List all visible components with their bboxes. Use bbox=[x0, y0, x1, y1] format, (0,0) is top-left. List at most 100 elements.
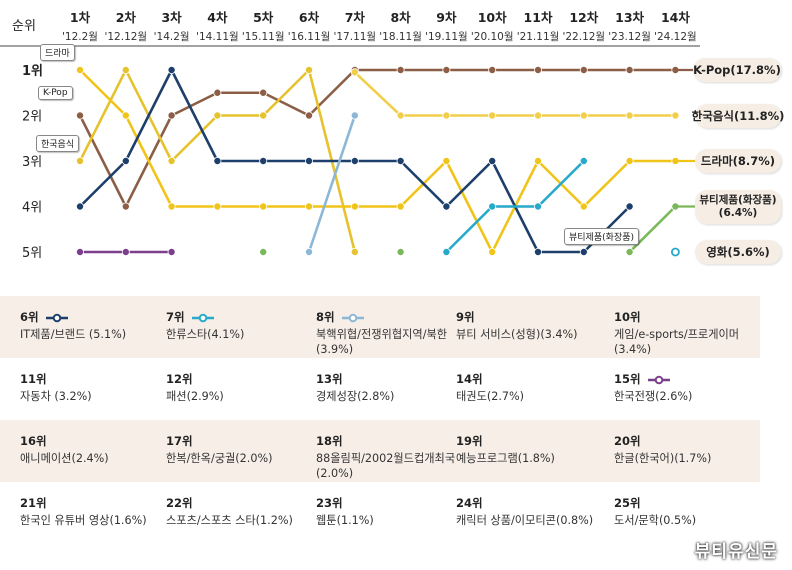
series-point bbox=[167, 156, 176, 165]
rank-cell: 16위 애니메이션(2.4%) bbox=[20, 434, 170, 466]
series-point bbox=[304, 156, 313, 165]
series-point bbox=[625, 111, 634, 120]
series-point bbox=[350, 111, 359, 120]
series-point bbox=[625, 156, 634, 165]
round-label: 11차 bbox=[524, 10, 553, 25]
rank-number: 23위 bbox=[316, 496, 343, 510]
rank-cell: 11위 자동차 (3.2%) bbox=[20, 372, 170, 404]
rank-item-name: 한국인 유튜버 영상(1.6%) bbox=[20, 514, 147, 527]
series-point bbox=[167, 247, 176, 256]
rank-item-name: 경제성장(2.8%) bbox=[316, 390, 395, 403]
series-point bbox=[488, 247, 497, 256]
rank-cell: 6위 IT제품/브랜드 (5.1%) bbox=[20, 310, 170, 342]
series-point bbox=[259, 156, 268, 165]
round-label: 2차 bbox=[116, 10, 137, 25]
series-point bbox=[76, 247, 85, 256]
legend-marker bbox=[45, 313, 68, 322]
round-label: 12차 bbox=[569, 10, 598, 25]
series-point bbox=[534, 111, 543, 120]
series-point bbox=[442, 202, 451, 211]
round-date: '14.11월 bbox=[196, 31, 239, 43]
rank-item-name: 게임/e-sports/프로게이머(3.4%) bbox=[614, 328, 740, 356]
round-label: 6차 bbox=[299, 10, 320, 25]
series-callout: 뷰티제품(화장품) bbox=[564, 228, 639, 245]
rank-number: 8위 bbox=[316, 310, 466, 325]
rank-cell: 25위 도서/문학(0.5%) bbox=[614, 496, 764, 528]
rank-number: 13위 bbox=[316, 372, 343, 386]
round-label: 14차 bbox=[661, 10, 690, 25]
series-point bbox=[167, 66, 176, 75]
series-point bbox=[625, 66, 634, 75]
rank-number: 7위 bbox=[166, 310, 316, 325]
table-row: 11위 자동차 (3.2%) 12위 패션(2.9%) 13위 경제성장(2.8%) 14위… bbox=[0, 358, 760, 420]
rank-item-name: 도서/문학(0.5%) bbox=[614, 514, 697, 527]
series-point bbox=[625, 247, 634, 256]
rank-number: 14위 bbox=[456, 372, 483, 386]
round-date: '16.11월 bbox=[288, 31, 331, 43]
series-point bbox=[350, 156, 359, 165]
series-point bbox=[259, 247, 268, 256]
rank-cell: 19위 예능프로그램(1.8%) bbox=[456, 434, 606, 466]
rank-number: 15위 bbox=[614, 372, 764, 387]
series-callout: 한국음식 bbox=[36, 135, 80, 152]
rank-number: 16위 bbox=[20, 434, 47, 448]
round-date: '20.10월 bbox=[471, 31, 514, 43]
series-point bbox=[534, 202, 543, 211]
rank-cell: 7위 한류스타(4.1%) bbox=[166, 310, 316, 342]
rank-item-name: 한복/한옥/궁궐(2.0%) bbox=[166, 452, 273, 465]
rank-number: 17위 bbox=[166, 434, 193, 448]
rank-item-name: 북핵위협/전쟁위협지역/북한(3.9%) bbox=[316, 328, 448, 356]
series-point bbox=[304, 247, 313, 256]
table-row: 16위 애니메이션(2.4%) 17위 한복/한옥/궁궐(2.0%) 18위 88올림픽/… bbox=[0, 420, 760, 482]
round-label: 4차 bbox=[207, 10, 228, 25]
rank-item-name: 웹툰(1.1%) bbox=[316, 514, 374, 527]
series-line bbox=[353, 71, 676, 117]
rank-item-name: 88올림픽/2002월드컵개최국(2.0%) bbox=[316, 452, 456, 480]
series-point bbox=[396, 111, 405, 120]
legend-marker bbox=[647, 375, 670, 384]
rank-item-name: 패션(2.9%) bbox=[166, 390, 224, 403]
series-point bbox=[396, 156, 405, 165]
series-point bbox=[534, 247, 543, 256]
final-label: K-Pop(17.8%) bbox=[693, 58, 781, 82]
round-date: '17.11월 bbox=[333, 31, 376, 43]
rank-number: 20위 bbox=[614, 434, 641, 448]
series-point bbox=[167, 111, 176, 120]
series-point bbox=[213, 202, 222, 211]
round-date: '14.2월 bbox=[154, 31, 190, 43]
series-point bbox=[76, 66, 85, 75]
round-date: '23.12월 bbox=[608, 31, 651, 43]
series-point bbox=[350, 202, 359, 211]
table-row: 21위 한국인 유튜버 영상(1.6%) 22위 스포츠/스포츠 스타(1.2%) 23… bbox=[0, 482, 760, 544]
series-point bbox=[121, 247, 130, 256]
rank-label: 3위 bbox=[22, 155, 42, 170]
rank-item-name: IT제품/브랜드 (5.1%) bbox=[20, 328, 127, 341]
series-point bbox=[442, 156, 451, 165]
series-point bbox=[121, 202, 130, 211]
series-point bbox=[488, 66, 497, 75]
rank-cell: 12위 패션(2.9%) bbox=[166, 372, 316, 404]
series-line bbox=[78, 68, 676, 208]
series-point bbox=[259, 111, 268, 120]
round-label: 9차 bbox=[436, 10, 457, 25]
final-label: 뷰티제품(화장품) (6.4%) bbox=[695, 189, 781, 224]
series-point bbox=[121, 156, 130, 165]
series-point bbox=[396, 202, 405, 211]
rank-item-name: 스포츠/스포츠 스타(1.2%) bbox=[166, 514, 293, 527]
series-point bbox=[579, 66, 588, 75]
rank-number: 21위 bbox=[20, 496, 47, 510]
rank-number: 18위 bbox=[316, 434, 343, 448]
rank-cell: 10위 게임/e-sports/프로게이머(3.4%) bbox=[614, 310, 764, 357]
rank-item-name: 태권도(2.7%) bbox=[456, 390, 525, 403]
watermark: 뷰티유신문 bbox=[694, 542, 778, 562]
round-date: '21.11월 bbox=[517, 31, 560, 43]
series-point bbox=[167, 202, 176, 211]
